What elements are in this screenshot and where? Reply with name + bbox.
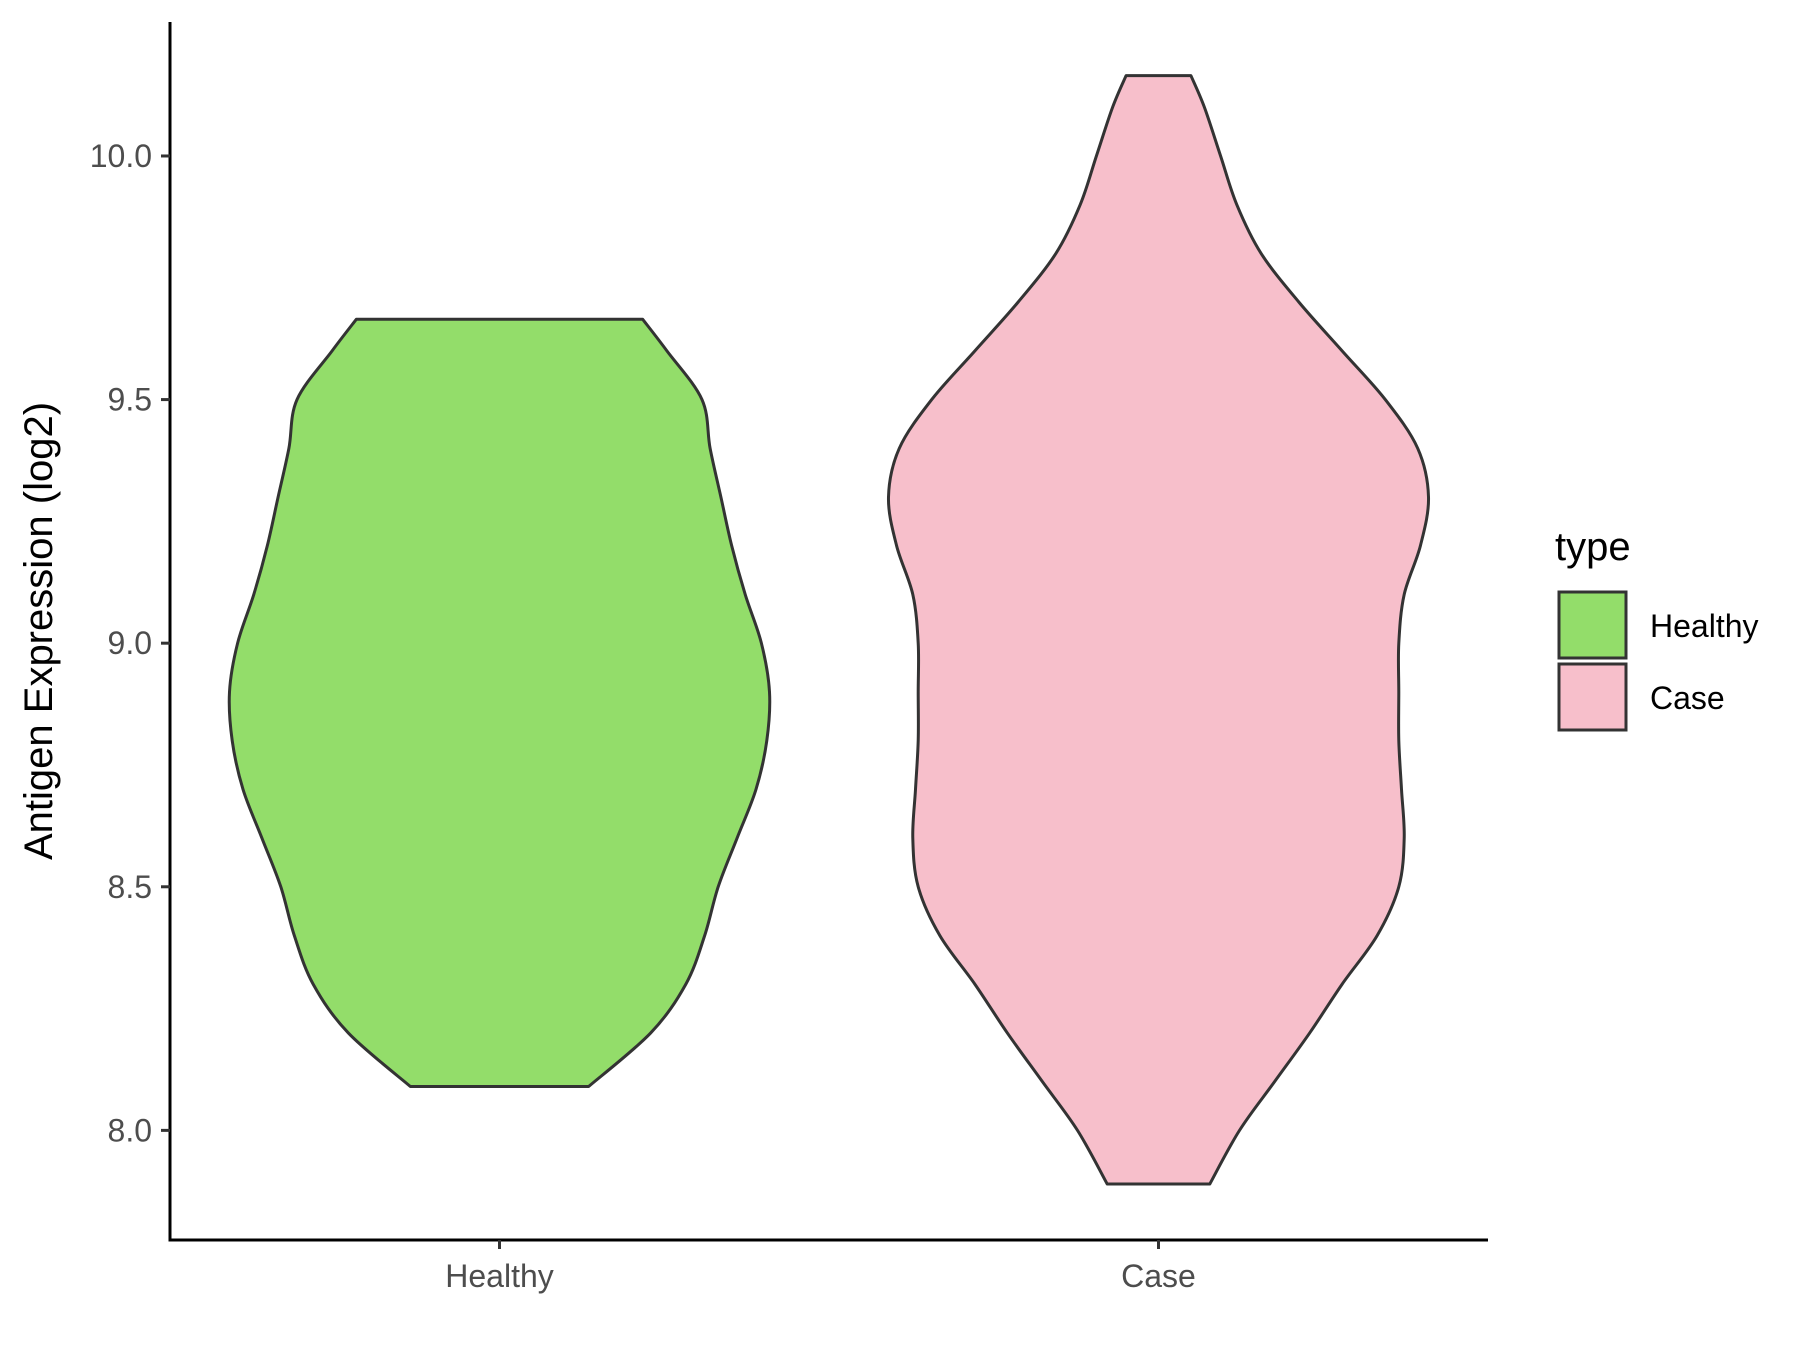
axes-layer [168, 22, 1488, 1242]
legend-key-healthy [1557, 590, 1628, 660]
legend-label-healthy: Healthy [1650, 608, 1759, 644]
y-tick-label: 9.0 [108, 625, 152, 661]
violin-case [886, 74, 1431, 1186]
violin-healthy [227, 317, 772, 1089]
x-tick-label: Healthy [445, 1258, 554, 1294]
legend: type Healthy Case [1555, 525, 1759, 732]
y-ticks: 8.0 8.5 9.0 9.5 10.0 [90, 138, 170, 1148]
x-tick-label: Case [1121, 1258, 1196, 1294]
legend-key-case [1557, 662, 1628, 732]
y-tick-label: 10.0 [90, 138, 152, 174]
x-ticks: Healthy Case [445, 1240, 1196, 1294]
y-tick-label: 8.0 [108, 1112, 152, 1148]
y-tick-label: 9.5 [108, 382, 152, 418]
legend-title: type [1555, 525, 1631, 569]
legend-label-case: Case [1650, 680, 1725, 716]
y-axis-title: Antigen Expression (log2) [17, 402, 61, 860]
violins-layer [227, 74, 1431, 1186]
y-tick-label: 8.5 [108, 869, 152, 905]
